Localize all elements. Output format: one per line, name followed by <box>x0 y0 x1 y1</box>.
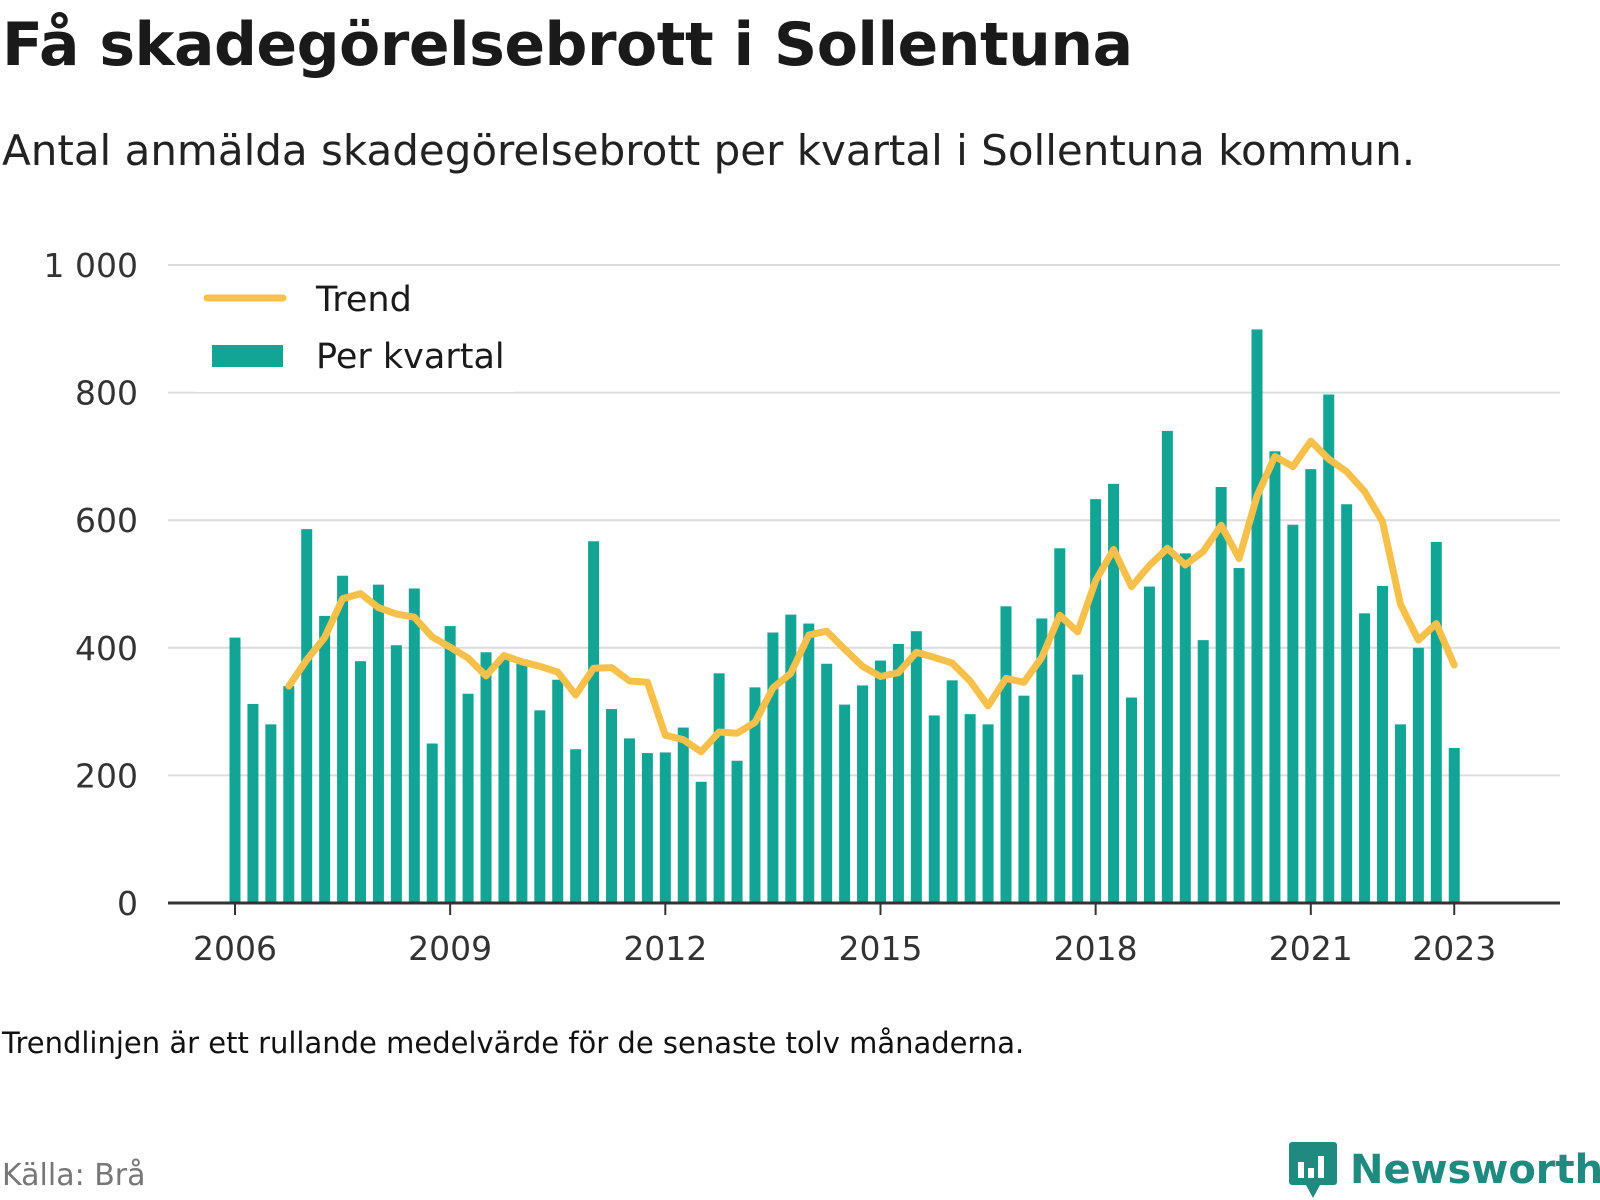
bar <box>606 709 618 903</box>
x-tick-label: 2012 <box>623 929 707 968</box>
trend-line <box>285 437 1458 756</box>
bar <box>1000 606 1012 903</box>
bar <box>731 760 743 903</box>
bar <box>1412 647 1424 903</box>
bar <box>1341 504 1353 903</box>
bar <box>1251 329 1263 903</box>
newsworthy-icon <box>1289 1142 1337 1198</box>
bar <box>1179 553 1191 903</box>
bar <box>480 652 492 903</box>
bar <box>641 753 653 903</box>
bar <box>821 663 833 903</box>
bar <box>319 615 331 903</box>
bar <box>570 749 582 903</box>
chart-title: Få skadegörelsebrott i Sollentuna <box>2 10 1133 80</box>
bar <box>462 693 474 903</box>
bar <box>695 781 707 903</box>
bar <box>426 743 438 903</box>
brand-name: Newsworthy <box>1350 1147 1600 1193</box>
bar <box>1377 585 1389 903</box>
bar <box>1287 524 1299 903</box>
bar <box>1448 747 1460 903</box>
bar <box>1161 430 1173 903</box>
bar <box>1359 613 1371 903</box>
bar <box>444 626 456 903</box>
bar <box>839 704 851 903</box>
legend-bar-swatch <box>212 345 283 367</box>
bar <box>785 614 797 903</box>
bar <box>516 659 528 903</box>
bar <box>1269 451 1281 903</box>
bar <box>408 588 420 903</box>
bar <box>964 714 976 903</box>
bar <box>982 724 994 903</box>
x-tick-label: 2023 <box>1412 929 1496 968</box>
bar <box>1430 541 1442 903</box>
brand-logo: Newsworthy <box>1288 1140 1600 1200</box>
bar <box>910 631 922 903</box>
bar <box>892 643 904 903</box>
y-tick-label: 600 <box>75 501 138 540</box>
bar <box>1108 483 1120 903</box>
bar <box>1215 487 1227 903</box>
bar <box>283 686 295 903</box>
bar <box>372 584 384 903</box>
bar <box>1036 618 1048 903</box>
bar <box>229 637 241 903</box>
y-tick-label: 1 000 <box>44 246 138 285</box>
bar <box>1197 640 1209 903</box>
chart-note: Trendlinjen är ett rullande medelvärde f… <box>2 1026 1025 1060</box>
chart-subtitle: Antal anmälda skadegörelsebrott per kvar… <box>2 126 1416 175</box>
y-tick-label: 800 <box>75 374 138 413</box>
bar <box>1323 394 1335 903</box>
bar <box>265 724 277 903</box>
x-tick-label: 2021 <box>1269 929 1353 968</box>
y-axis-ticks: 0 200 400 600 800 1 000 <box>44 246 138 923</box>
bar <box>749 687 761 903</box>
bar-series <box>229 329 1460 903</box>
bar <box>857 685 869 903</box>
legend-trend-label: Trend <box>315 280 412 320</box>
bar <box>498 657 510 903</box>
legend-background <box>195 272 515 392</box>
x-tick-label: 2015 <box>838 929 922 968</box>
bar <box>301 529 313 903</box>
bar <box>534 710 546 903</box>
x-tick-label: 2018 <box>1054 929 1138 968</box>
x-tick-label: 2009 <box>408 929 492 968</box>
bar <box>803 623 815 903</box>
bar <box>1143 586 1155 903</box>
bar <box>946 680 958 903</box>
bar <box>1090 499 1102 903</box>
bar <box>588 541 600 903</box>
bar <box>355 661 367 903</box>
bar <box>1233 568 1245 903</box>
bar <box>337 575 349 903</box>
legend: Trend Per kvartal <box>195 272 515 392</box>
bar <box>1305 469 1317 903</box>
bar <box>552 679 564 903</box>
bar <box>677 727 689 903</box>
legend-bar-label: Per kvartal <box>316 337 505 377</box>
source-label: Källa: Brå <box>2 1158 146 1193</box>
bar <box>874 660 886 903</box>
x-axis: 2006 2009 2012 2015 2018 2021 2023 <box>168 901 1560 968</box>
x-tick-label: 2006 <box>193 929 277 968</box>
bar <box>1054 548 1066 903</box>
bar <box>1394 724 1406 903</box>
y-tick-label: 200 <box>75 756 138 795</box>
bar <box>247 703 259 903</box>
bar <box>1072 674 1084 903</box>
y-tick-label: 0 <box>117 884 138 923</box>
y-tick-label: 400 <box>75 629 138 668</box>
bar <box>659 752 671 903</box>
bar <box>1018 695 1030 903</box>
bar <box>623 738 635 903</box>
bar <box>928 715 940 903</box>
bar <box>767 632 779 903</box>
bar <box>1126 697 1137 903</box>
bar <box>390 645 402 903</box>
bar <box>713 673 725 903</box>
